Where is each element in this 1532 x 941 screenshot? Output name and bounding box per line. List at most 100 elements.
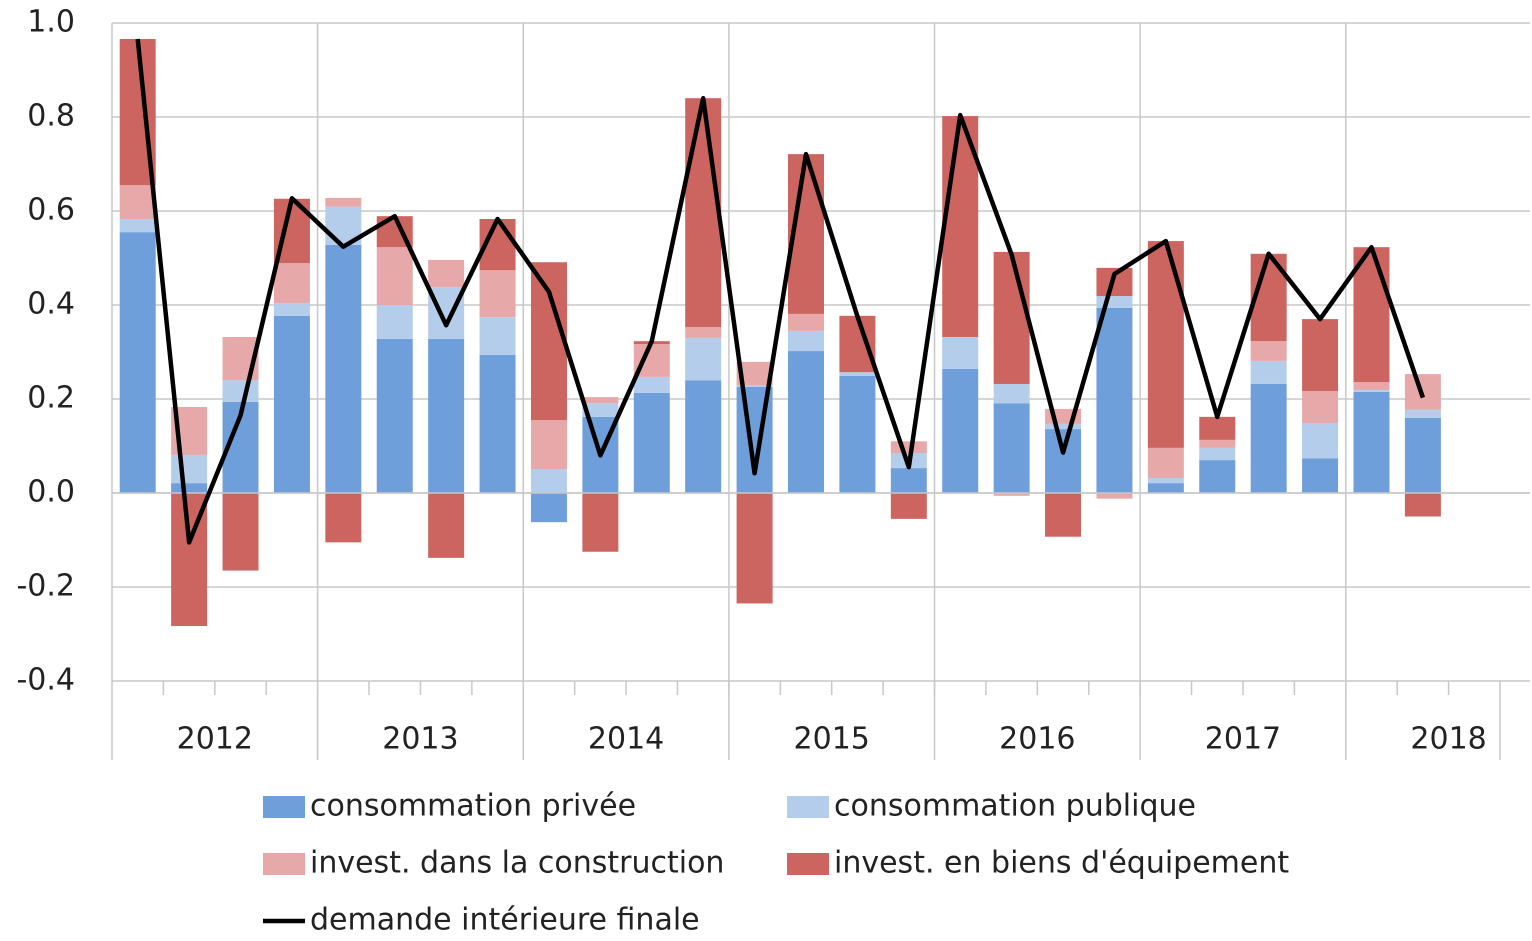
bar-segment bbox=[1250, 341, 1287, 361]
bar-segment bbox=[685, 337, 722, 381]
bar-segment bbox=[685, 327, 722, 338]
bar-segment bbox=[1147, 447, 1184, 478]
y-tick-label: 0.8 bbox=[27, 99, 75, 134]
y-tick-label: -0.2 bbox=[16, 569, 75, 604]
line bbox=[135, 38, 1426, 545]
bar-segment bbox=[428, 493, 465, 558]
bar-segment bbox=[582, 493, 619, 552]
bar-segment bbox=[222, 493, 259, 571]
x-group-label: 2016 bbox=[999, 722, 1075, 757]
bar-segment bbox=[325, 244, 362, 493]
bar-segment bbox=[736, 385, 773, 387]
legend-swatch bbox=[263, 796, 305, 818]
bar-segment bbox=[428, 338, 465, 493]
x-group-label: 2015 bbox=[794, 722, 870, 757]
bar-segment bbox=[171, 454, 208, 484]
bar-segment bbox=[1096, 493, 1133, 499]
x-group-label: 2017 bbox=[1205, 722, 1281, 757]
bar-segment bbox=[530, 420, 567, 470]
bar-segment bbox=[1096, 296, 1133, 308]
bar-segment bbox=[1353, 390, 1390, 392]
y-tick-label: 0.0 bbox=[27, 475, 75, 510]
y-tick-label: 0.2 bbox=[27, 381, 75, 416]
bar-segment bbox=[530, 262, 567, 421]
bar-segment bbox=[1353, 391, 1390, 493]
x-group-label: 2013 bbox=[382, 722, 458, 757]
bar-segment bbox=[1199, 439, 1236, 448]
x-group-label: 2018 bbox=[1410, 722, 1486, 757]
bar-segment bbox=[890, 468, 927, 493]
bar-segment bbox=[1302, 458, 1339, 493]
x-group-label: 2014 bbox=[588, 722, 664, 757]
bar-segment bbox=[1250, 360, 1287, 384]
bar-segment bbox=[685, 98, 722, 328]
bar-segment bbox=[788, 351, 824, 493]
y-tick-label: 0.4 bbox=[27, 287, 75, 322]
bar-segment bbox=[993, 251, 1030, 384]
bar-segment bbox=[942, 336, 979, 369]
bar-segment bbox=[479, 317, 516, 355]
bar-segment bbox=[530, 469, 567, 493]
bar-segment bbox=[839, 315, 876, 373]
bar-segment bbox=[325, 197, 362, 207]
bar-segment bbox=[222, 380, 259, 402]
bar-segment bbox=[1045, 429, 1082, 493]
x-group-label: 2012 bbox=[177, 722, 253, 757]
legend-label: consommation publique bbox=[834, 789, 1196, 824]
bar-segment bbox=[993, 493, 1030, 496]
bar-segment bbox=[376, 338, 413, 493]
bar-segment bbox=[171, 483, 208, 493]
legend-label: invest. en biens d'équipement bbox=[834, 846, 1289, 881]
bar-segment bbox=[1302, 319, 1339, 392]
y-tick-label: 1.0 bbox=[27, 5, 75, 40]
bar-segment bbox=[942, 368, 979, 493]
bar-segment bbox=[1147, 477, 1184, 484]
bar-segment bbox=[839, 375, 876, 493]
bar-segment bbox=[890, 441, 927, 454]
bar-segment bbox=[1199, 447, 1236, 461]
bar-segment bbox=[376, 305, 413, 339]
bar-segment bbox=[839, 372, 876, 376]
bar-segment bbox=[582, 403, 619, 417]
legend-swatch bbox=[787, 796, 829, 818]
bar-segment bbox=[788, 330, 824, 352]
bar-segment bbox=[1302, 422, 1339, 459]
bar-segment bbox=[736, 493, 773, 604]
legend-label: invest. dans la construction bbox=[310, 846, 724, 881]
bar-segment bbox=[119, 218, 156, 233]
bar-segment bbox=[1096, 307, 1133, 493]
bar-segment bbox=[633, 392, 670, 493]
bar-segment bbox=[993, 383, 1030, 404]
bar-segment bbox=[1404, 409, 1441, 418]
bar-segment bbox=[582, 397, 619, 404]
bar-segment bbox=[376, 247, 413, 305]
bar-segment bbox=[685, 380, 722, 493]
bar-segment bbox=[993, 403, 1030, 493]
bar-segment bbox=[1250, 383, 1287, 493]
bar-segment bbox=[273, 303, 310, 316]
bar-segment bbox=[119, 185, 156, 219]
bar-segment bbox=[1045, 493, 1082, 537]
bar-segment bbox=[530, 493, 567, 523]
bar-segment bbox=[788, 313, 824, 331]
bar-segment bbox=[1353, 247, 1390, 383]
bar-segment bbox=[479, 270, 516, 318]
bar-segment bbox=[273, 315, 310, 493]
bar-segment bbox=[325, 493, 362, 543]
bar-segment bbox=[736, 361, 773, 386]
bar-segment bbox=[1147, 241, 1184, 448]
bar-segment bbox=[273, 263, 310, 304]
bar-segment bbox=[1404, 493, 1441, 517]
legend-label: demande intérieure finale bbox=[310, 903, 700, 938]
bar-segment bbox=[1404, 417, 1441, 493]
bar-segment bbox=[1147, 483, 1184, 493]
bar-segment bbox=[1045, 423, 1082, 430]
bar-segment bbox=[1199, 416, 1236, 440]
bar-segment bbox=[633, 376, 670, 393]
y-tick-label: -0.4 bbox=[16, 663, 75, 698]
legend-swatch bbox=[787, 853, 829, 875]
bar-segment bbox=[479, 354, 516, 493]
legend-label: consommation privée bbox=[310, 789, 636, 824]
bar-segment bbox=[890, 493, 927, 519]
